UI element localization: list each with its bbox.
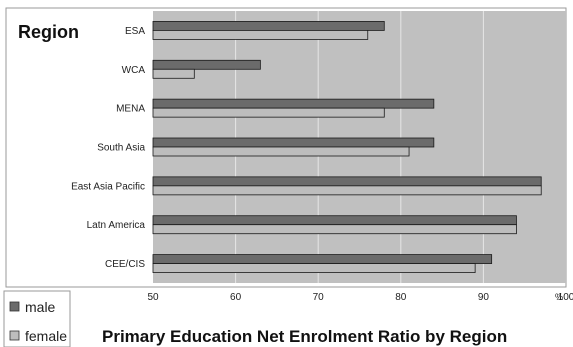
chart-title: Primary Education Net Enrolment Ratio by… [102, 327, 507, 346]
bar-male [152, 59, 261, 70]
x-tick-label: 100 [558, 292, 573, 303]
legend-label-male: male [25, 299, 56, 315]
legend: male female [3, 290, 71, 347]
bar-female [152, 185, 542, 196]
bar-female [152, 224, 517, 235]
bar-female [152, 107, 385, 118]
category-label: Latn America [87, 220, 146, 231]
legend-label-female: female [25, 328, 67, 344]
category-label: MENA [116, 104, 145, 115]
bar-male [152, 176, 542, 187]
category-label: South Asia [97, 143, 145, 154]
category-label: CEE/CIS [105, 259, 145, 270]
category-label: East Asia Pacific [71, 181, 145, 192]
category-labels: ESA WCA MENA South Asia East Asia Pacific Lat… [71, 26, 145, 270]
legend-swatch-female [9, 330, 20, 341]
bar-female [152, 68, 195, 79]
unit-label: % [555, 292, 563, 302]
category-label: ESA [125, 26, 145, 37]
bar-male [152, 137, 435, 148]
bar-female [152, 146, 410, 157]
legend-swatch-male [9, 301, 20, 312]
bar-male [152, 215, 517, 226]
x-tick-label: 50 [147, 292, 159, 303]
x-tick-label: 80 [395, 292, 407, 303]
axis-label-region: Region [18, 22, 79, 42]
x-tick-labels: 50 60 70 80 90 100 [147, 292, 573, 303]
x-tick-label: 90 [478, 292, 490, 303]
bar-male [152, 254, 493, 264]
bar-female [152, 263, 476, 273]
bar-male [152, 21, 385, 31]
x-tick-label: 60 [230, 292, 242, 303]
bars [152, 21, 542, 273]
category-label: WCA [122, 65, 146, 76]
x-tick-label: 70 [313, 292, 325, 303]
bar-female [152, 30, 369, 40]
bar-male [152, 98, 435, 109]
